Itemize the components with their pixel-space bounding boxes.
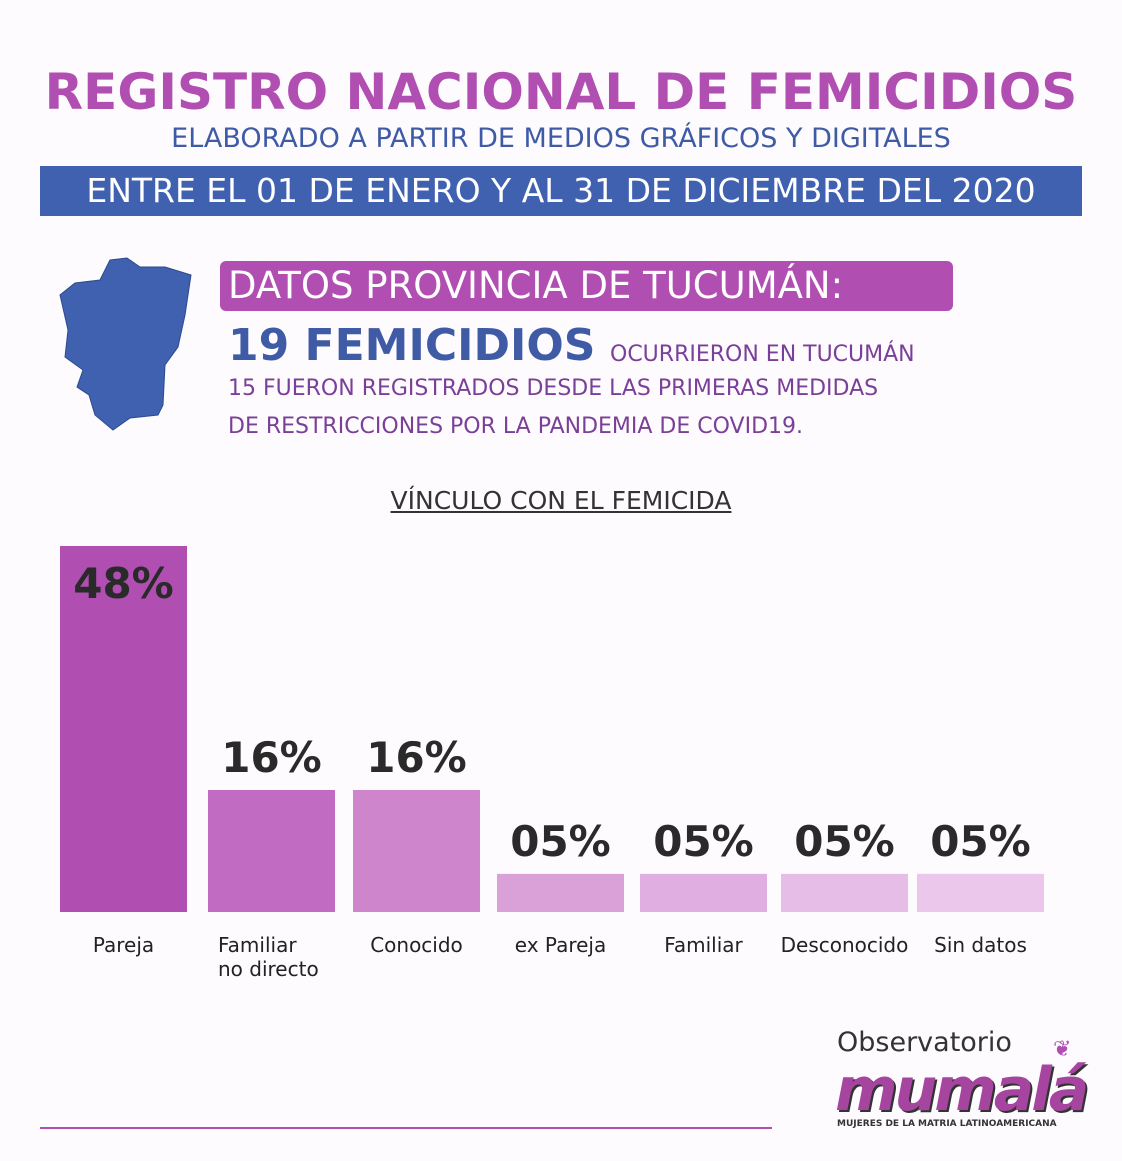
detail-line-1: 15 FUERON REGISTRADOS DESDE LAS PRIMERAS…: [228, 376, 879, 401]
logo-brand-text: mumalá: [835, 1055, 1089, 1125]
value-label-2: 16%: [366, 733, 467, 782]
pandemic-detail: 15 FUERON REGISTRADOS DESDE LAS PRIMERAS…: [228, 370, 968, 446]
value-label-3: 05%: [510, 817, 611, 866]
logo-tagline: MUJERES DE LA MATRIA LATINOAMERICANA: [837, 1119, 1057, 1129]
value-label-4: 05%: [653, 817, 754, 866]
bar-5: [781, 873, 908, 912]
chart-title: VÍNCULO CON EL FEMICIDA: [390, 486, 732, 515]
category-label-1-1: no directo: [218, 957, 319, 981]
tucuman-map-icon: [59, 257, 192, 431]
value-label-6: 05%: [930, 817, 1031, 866]
detail-line-2: DE RESTRICCIONES POR LA PANDEMIA DE COVI…: [228, 414, 804, 439]
value-label-0: 48%: [73, 559, 174, 608]
femicide-count-text: OCURRIERON EN TUCUMÁN: [610, 342, 915, 367]
period-banner: ENTRE EL 01 DE ENERO Y AL 31 DE DICIEMBR…: [40, 166, 1082, 216]
category-label-3: ex Pareja: [515, 933, 606, 957]
page-subtitle: ELABORADO A PARTIR DE MEDIOS GRÁFICOS Y …: [171, 123, 951, 154]
bar-2: [353, 790, 480, 912]
value-label-1: 16%: [221, 733, 322, 782]
category-label-2: Conocido: [370, 933, 463, 957]
observatorio-mumala-logo: Observatorio mumalá ❦ MUJERES DE LA MATR…: [835, 1027, 1089, 1137]
bar-0: [60, 546, 187, 912]
bar-6: [917, 873, 1044, 912]
province-label: DATOS PROVINCIA DE TUCUMÁN:: [220, 261, 953, 311]
page-title: REGISTRO NACIONAL DE FEMICIDIOS: [44, 63, 1078, 121]
category-label-6: Sin datos: [934, 933, 1027, 957]
category-label-5: Desconocido: [781, 933, 909, 957]
category-label-0: Pareja: [93, 933, 154, 957]
category-label-1-0: Familiar: [218, 933, 297, 957]
butterfly-icon: ❦: [1053, 1037, 1072, 1062]
logo-top-text: Observatorio: [837, 1027, 1012, 1058]
bar-4: [640, 873, 767, 912]
bar-1: [208, 790, 335, 912]
value-label-5: 05%: [794, 817, 895, 866]
bar-3: [497, 873, 624, 912]
femicide-count: 19 FEMICIDIOS: [228, 320, 596, 371]
footer-divider: [40, 1127, 772, 1129]
category-label-4: Familiar: [664, 933, 743, 957]
